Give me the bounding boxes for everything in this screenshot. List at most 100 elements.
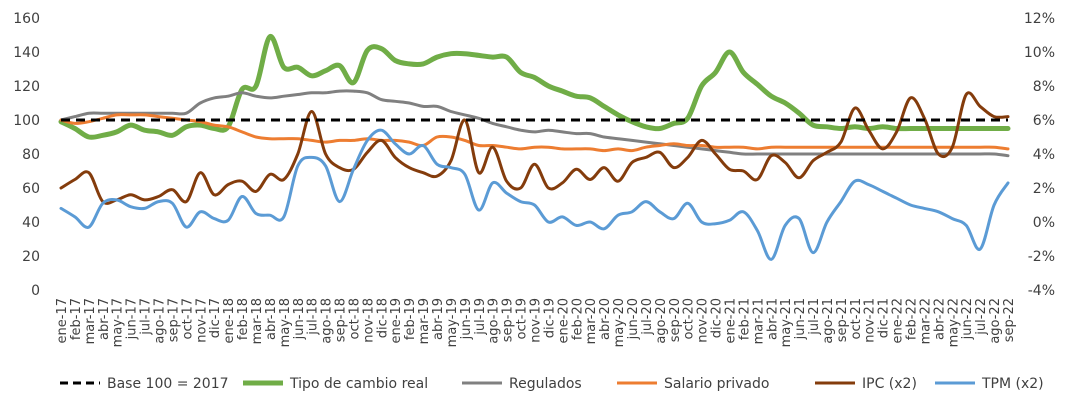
x-tick-label: abr-18 — [264, 298, 279, 340]
right-tick-label: 2% — [1033, 181, 1055, 197]
x-tick-label: jul-20 — [640, 298, 655, 336]
right-tick-label: 4% — [1033, 147, 1055, 163]
x-tick-label: abr-19 — [431, 298, 446, 340]
x-tick-label: feb-22 — [905, 298, 920, 340]
x-tick-label: ago-18 — [320, 298, 335, 344]
x-tick-label: mar-22 — [918, 298, 933, 344]
right-tick-label: 0% — [1033, 215, 1055, 231]
x-tick-label: sep-19 — [501, 298, 516, 342]
x-tick-label: abr-20 — [598, 298, 613, 340]
x-tick-label: abr-17 — [97, 298, 112, 340]
x-tick-label: jul-18 — [306, 298, 321, 336]
x-tick-label: sep-22 — [1002, 298, 1017, 342]
x-tick-label: oct-18 — [347, 298, 362, 339]
x-tick-label: may-19 — [445, 298, 460, 347]
x-tick-label: feb-20 — [570, 298, 585, 340]
left-tick-label: 140 — [13, 45, 40, 61]
x-tick-label: ene-21 — [723, 298, 738, 343]
x-tick-label: ene-17 — [55, 298, 70, 343]
right-tick-label: -2% — [1028, 249, 1055, 265]
x-tick-label: dic-20 — [710, 298, 725, 338]
x-tick-label: jun-17 — [125, 298, 140, 340]
x-tick-label: sep-20 — [668, 298, 683, 342]
right-tick-label: 8% — [1033, 79, 1055, 95]
left-tick-label: 60 — [22, 181, 40, 197]
x-tick-label: abr-21 — [765, 298, 780, 340]
x-tick-label: ago-22 — [988, 298, 1003, 344]
left-tick-label: 0 — [31, 283, 40, 299]
x-tick-label: may-18 — [278, 298, 293, 347]
legend-label-salario-privado: Salario privado — [664, 376, 769, 392]
x-tick-label: nov-21 — [863, 298, 878, 343]
x-tick-label: jul-17 — [139, 298, 154, 336]
x-tick-label: jul-19 — [473, 298, 488, 336]
x-tick-label: nov-19 — [529, 298, 544, 343]
x-tick-label: feb-18 — [236, 298, 251, 340]
x-tick-label: ene-18 — [222, 298, 237, 343]
legend: Base 100 = 2017 Tipo de cambio real Regula… — [60, 376, 1044, 392]
series-lines — [58, 34, 1011, 261]
x-tick-label: feb-21 — [737, 298, 752, 340]
x-tick-label: jun-20 — [626, 298, 641, 340]
x-tick-label: ago-19 — [487, 298, 502, 344]
legend-label-tipo-de-cambio-real: Tipo de cambio real — [289, 376, 428, 392]
x-tick-label: dic-19 — [542, 298, 557, 338]
x-tick-label: jun-22 — [960, 298, 975, 340]
x-tick-label: mar-20 — [584, 298, 599, 344]
x-tick-label: jun-19 — [459, 298, 474, 340]
series-line-regulados — [59, 89, 1010, 158]
left-tick-label: 20 — [22, 249, 40, 265]
x-tick-label: dic-21 — [877, 298, 892, 338]
x-tick-label: mar-19 — [417, 298, 432, 344]
right-tick-label: 12% — [1024, 11, 1055, 27]
series-line-salario-privado — [59, 113, 1010, 153]
x-tick-label: may-21 — [779, 298, 794, 347]
x-tick-label: ago-21 — [821, 298, 836, 344]
right-tick-label: -4% — [1028, 283, 1055, 299]
x-tick-label: ene-19 — [389, 298, 404, 343]
x-tick-label: dic-17 — [208, 298, 223, 338]
x-tick-label: nov-20 — [696, 298, 711, 343]
x-tick-label: oct-20 — [682, 298, 697, 339]
x-tick-label: may-20 — [612, 298, 627, 347]
left-tick-label: 80 — [22, 147, 40, 163]
x-tick-label: mar-18 — [250, 298, 265, 344]
x-axis-ticks: ene-17feb-17mar-17abr-17may-17jun-17jul-… — [55, 298, 1017, 347]
x-tick-label: sep-21 — [835, 298, 850, 342]
left-tick-label: 100 — [13, 113, 40, 129]
x-tick-label: mar-21 — [751, 298, 766, 344]
x-tick-label: ene-20 — [556, 298, 571, 343]
x-tick-label: ene-22 — [891, 298, 906, 343]
left-tick-label: 120 — [13, 79, 40, 95]
legend-label-tpm-x2: TPM (x2) — [981, 376, 1044, 392]
x-tick-label: may-17 — [111, 298, 126, 347]
series-line-ipc-x2 — [59, 91, 1010, 205]
x-tick-label: abr-22 — [932, 298, 947, 340]
x-tick-label: nov-18 — [361, 298, 376, 343]
x-tick-label: nov-17 — [194, 298, 209, 343]
x-tick-label: jul-21 — [807, 298, 822, 336]
left-tick-label: 40 — [22, 215, 40, 231]
x-tick-label: feb-17 — [69, 298, 84, 340]
legend-label-base-100-2017: Base 100 = 2017 — [107, 376, 229, 392]
series-line-tpm-x2 — [59, 128, 1010, 261]
x-tick-label: sep-18 — [334, 298, 349, 342]
right-tick-label: 10% — [1024, 45, 1055, 61]
legend-label-ipc-x2: IPC (x2) — [862, 376, 917, 392]
x-tick-label: jun-21 — [793, 298, 808, 340]
x-tick-label: jul-22 — [974, 298, 989, 336]
x-tick-label: oct-21 — [849, 298, 864, 339]
x-tick-label: ago-20 — [654, 298, 669, 344]
right-axis-ticks: -4% -2% 0% 2% 4% 6% 8% 10% 12% — [1024, 11, 1055, 299]
x-tick-label: dic-18 — [375, 298, 390, 338]
x-tick-label: mar-17 — [83, 298, 98, 344]
left-tick-label: 160 — [13, 11, 40, 27]
x-tick-label: may-22 — [946, 298, 961, 347]
left-axis-ticks: 0 20 40 60 80 100 120 140 160 — [13, 11, 40, 299]
x-tick-label: ago-17 — [152, 298, 167, 344]
x-tick-label: sep-17 — [166, 298, 181, 342]
x-tick-label: jun-18 — [292, 298, 307, 340]
x-tick-label: oct-19 — [515, 298, 530, 339]
x-tick-label: feb-19 — [403, 298, 418, 340]
